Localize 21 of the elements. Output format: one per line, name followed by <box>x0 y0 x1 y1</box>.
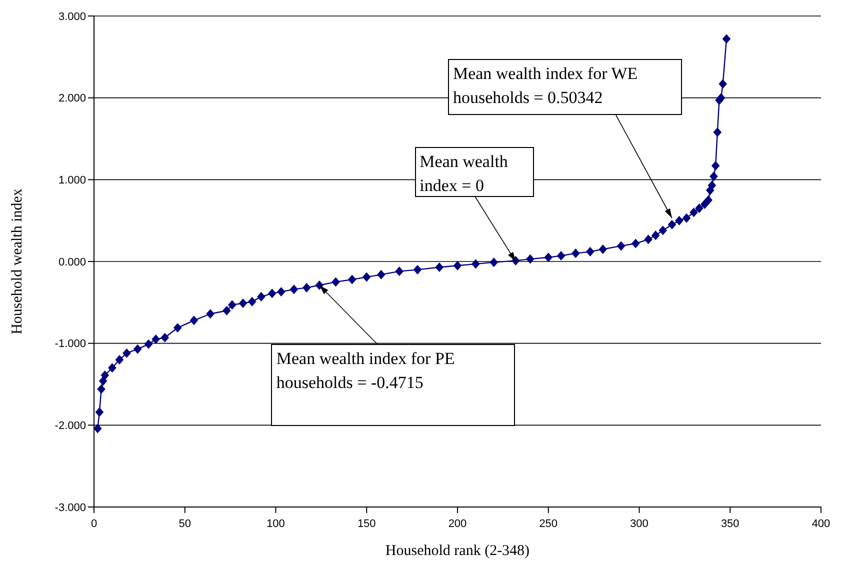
x-tick-label: 250 <box>539 518 558 530</box>
x-tick-label: 0 <box>90 518 98 530</box>
x-tick-label: 50 <box>178 518 191 530</box>
y-tick-label: 3.000 <box>58 10 86 23</box>
text-box: Mean wealth index = 0 <box>414 146 534 196</box>
y-tick-label: -3.000 <box>54 502 86 514</box>
text-box: Mean wealth index for WE households = 0.50342 <box>448 59 682 116</box>
y-tick-label: 2.000 <box>58 92 86 105</box>
y-tick-label: -2.000 <box>54 420 86 432</box>
x-tick-label: 300 <box>630 518 648 530</box>
x-tick-label: 400 <box>812 518 830 530</box>
y-tick-label: 1.000 <box>58 174 86 187</box>
text-box: Mean wealth index for PE households = -0.4715 <box>271 344 516 426</box>
x-tick-label: 100 <box>266 518 285 530</box>
x-tick-label: 150 <box>357 518 376 530</box>
y-tick-label: 0.000 <box>58 256 86 268</box>
x-tick-label: 200 <box>448 518 467 530</box>
x-axis-title: Household rank (2-348) <box>385 543 530 559</box>
y-tick-label: -1.000 <box>54 338 86 350</box>
y-axis-title: Household wealth index <box>9 188 26 334</box>
x-tick-label: 350 <box>720 518 740 530</box>
